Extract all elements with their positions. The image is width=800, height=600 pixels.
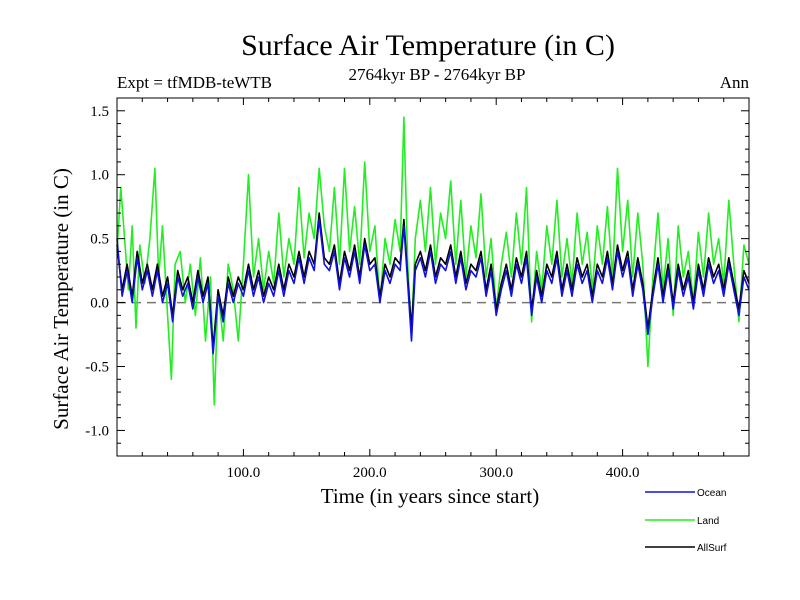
series-layer <box>116 116 750 406</box>
x-axis-label: Time (in years since start) <box>321 484 540 508</box>
season-label: Ann <box>720 73 750 92</box>
x-tick-label: 200.0 <box>353 465 387 481</box>
y-tick-label: 0.0 <box>90 296 109 312</box>
period-label: 2764kyr BP - 2764kyr BP <box>349 65 526 84</box>
y-tick-label: 1.5 <box>90 104 109 120</box>
series-line-allsurf <box>116 212 750 349</box>
y-tick-label: -1.0 <box>85 423 109 439</box>
legend-label-ocean: Ocean <box>697 488 726 499</box>
legend: Ocean Land AllSurf <box>645 488 727 554</box>
legend-label-land: Land <box>697 516 719 527</box>
y-axis-label: Surface Air Temperature (in C) <box>49 168 73 430</box>
experiment-label: Expt = tfMDB-teWTB <box>117 73 272 92</box>
legend-label-allsurf: AllSurf <box>697 543 727 554</box>
x-tick-label: 400.0 <box>606 465 640 481</box>
ticks-layer: 100.0 200.0 300.0 400.0 -1.0 -0.5 0.0 0.5 1.0 1.5 <box>85 97 749 481</box>
plot-area: 100.0 200.0 300.0 400.0 -1.0 -0.5 0.0 0.5 1.0 1.5 <box>85 97 750 481</box>
y-tick-label: -0.5 <box>85 360 109 376</box>
series-line-ocean <box>116 218 750 355</box>
y-tick-label: 1.0 <box>90 168 109 184</box>
y-tick-label: 0.5 <box>90 232 109 248</box>
chart-title: Surface Air Temperature (in C) <box>241 29 615 62</box>
x-tick-label: 100.0 <box>227 465 261 481</box>
x-tick-label: 300.0 <box>479 465 513 481</box>
